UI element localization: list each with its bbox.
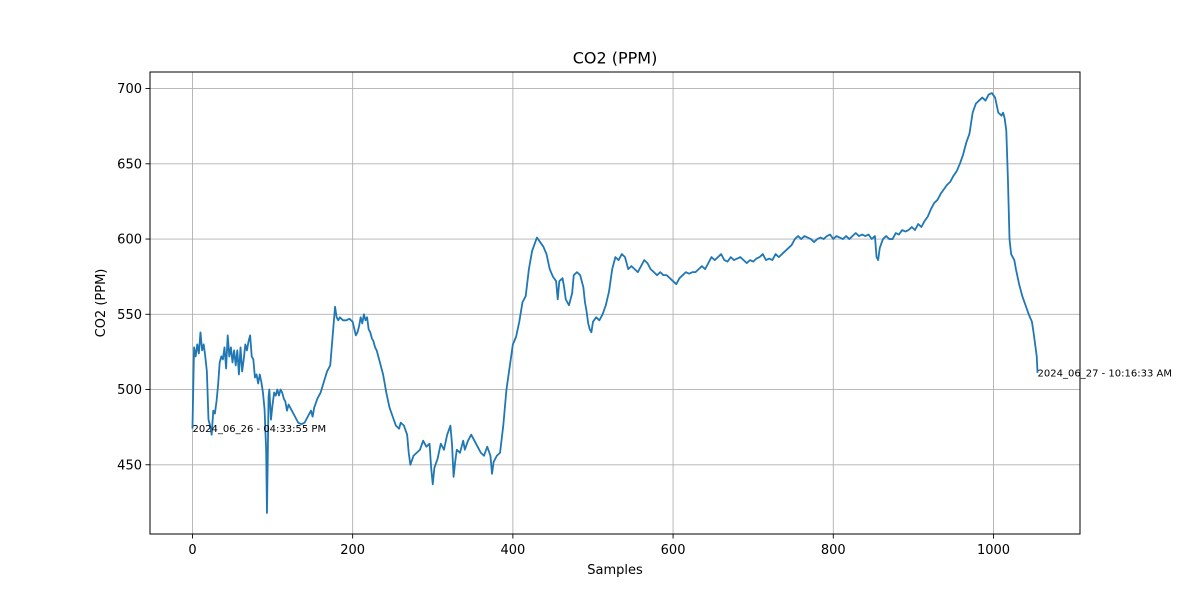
y-tick-label: 500 (117, 383, 142, 398)
x-tick-label: 600 (661, 543, 686, 558)
timestamp-annotation: 2024_06_26 - 04:33:55 PM (192, 424, 326, 435)
x-tick-label: 0 (188, 543, 196, 558)
y-tick-label: 550 (117, 308, 142, 323)
y-axis-title: CO2 (PPM) (94, 269, 109, 338)
annotations: 2024_06_26 - 04:33:55 PM 2024_06_27 - 10:… (192, 368, 1172, 435)
grid-lines (150, 72, 1080, 534)
axis-ticks: 0 200 400 600 800 1000 450 500 550 600 650 700 (117, 82, 1010, 558)
y-tick-label: 650 (117, 157, 142, 172)
y-tick-label: 700 (117, 82, 142, 97)
x-tick-label: 200 (340, 543, 365, 558)
x-axis-title: Samples (587, 563, 643, 578)
plot-frame (149, 71, 1081, 535)
x-tick-label: 400 (500, 543, 525, 558)
timestamp-annotation: 2024_06_27 - 10:16:33 AM (1038, 368, 1172, 379)
x-tick-label: 1000 (977, 543, 1010, 558)
x-tick-label: 800 (821, 543, 846, 558)
co2-series-line (191, 92, 1039, 514)
y-tick-label: 450 (117, 458, 142, 473)
y-tick-label: 600 (117, 233, 142, 248)
chart-title: CO2 (PPM) (573, 49, 658, 68)
series-layer (191, 92, 1039, 514)
